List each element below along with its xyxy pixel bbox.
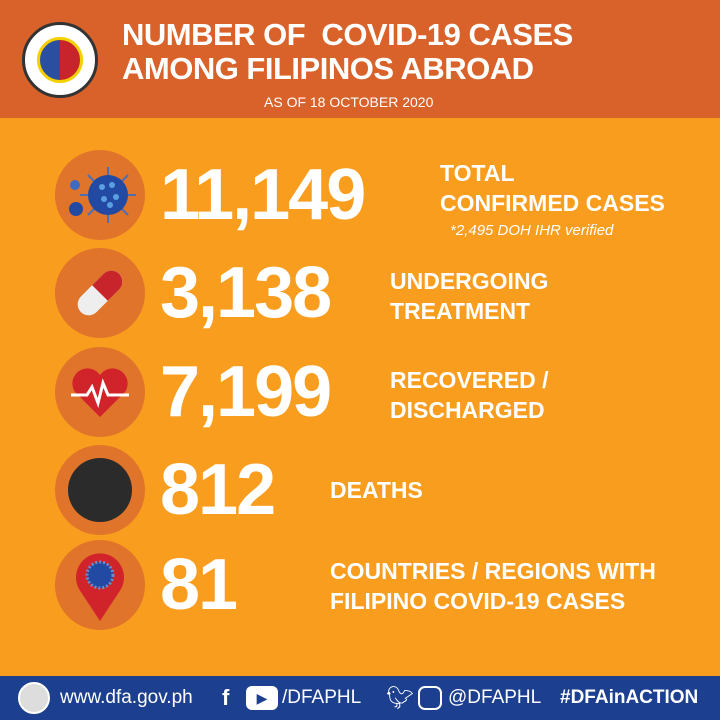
facebook-icon[interactable]: f — [222, 685, 230, 710]
title-line-2: AMONG FILIPINOS ABROAD — [122, 51, 534, 86]
map-pin-virus-icon — [55, 540, 145, 630]
page-title: NUMBER OF COVID-19 CASES AMONG FILIPINOS… — [122, 18, 573, 86]
dfa-seal-logo — [22, 22, 98, 98]
tw-ig-handle[interactable]: @DFAPHL — [448, 687, 542, 708]
black-circle-icon — [55, 445, 145, 535]
virus-icon — [55, 150, 145, 240]
title-line-1: NUMBER OF COVID-19 CASES — [122, 17, 573, 52]
header: NUMBER OF COVID-19 CASES AMONG FILIPINOS… — [0, 0, 720, 118]
footer: www.dfa.gov.ph f ▶ /DFAPHL 🐦︎ @DFAPHL #D… — [0, 676, 720, 720]
stat-label: DEATHS — [330, 477, 423, 503]
twitter-icon[interactable]: 🐦︎ — [386, 685, 414, 710]
pill-icon — [55, 248, 145, 338]
hashtag: #DFAinACTION — [560, 687, 699, 708]
dfa-seal-small-icon — [18, 682, 50, 714]
stat-label: TOTAL CONFIRMED CASES — [440, 160, 665, 216]
youtube-icon[interactable]: ▶ — [246, 686, 278, 710]
stat-label: COUNTRIES / REGIONS WITH FILIPINO COVID-1… — [330, 558, 656, 614]
stat-note: *2,495 DOH IHR verified — [450, 222, 614, 239]
stat-value: 7,199 — [160, 352, 332, 432]
stat-value: 81 — [160, 545, 238, 625]
stat-label: UNDERGOING TREATMENT — [390, 268, 549, 324]
stat-value: 812 — [160, 450, 276, 530]
stat-value: 11,149 — [160, 155, 366, 235]
website-link[interactable]: www.dfa.gov.ph — [60, 687, 193, 708]
as-of-date: AS OF 18 OCTOBER 2020 — [264, 94, 434, 110]
stat-value: 3,138 — [160, 253, 332, 333]
heartbeat-icon — [55, 347, 145, 437]
fb-yt-handle[interactable]: /DFAPHL — [282, 687, 362, 708]
stat-label: RECOVERED / DISCHARGED — [390, 367, 549, 423]
instagram-icon[interactable] — [418, 686, 442, 710]
